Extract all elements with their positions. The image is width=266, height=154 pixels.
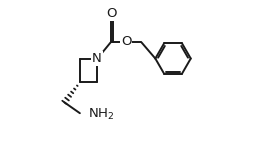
Text: O: O [106,7,117,20]
Text: NH$_2$: NH$_2$ [88,107,115,122]
Text: N: N [92,52,102,65]
Text: O: O [121,35,131,48]
